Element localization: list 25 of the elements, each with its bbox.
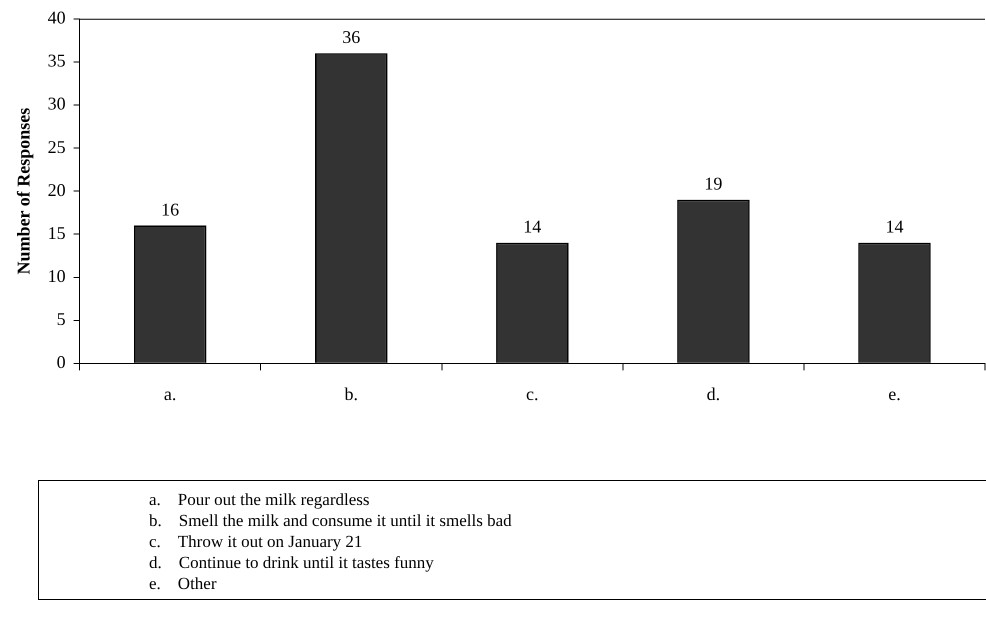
text: e. Other <box>149 573 218 594</box>
data-label: 16 <box>161 199 180 220</box>
x-tick-label: a. <box>164 384 176 404</box>
text: a. Pour out the milk regardless <box>149 489 370 510</box>
text: b. Smell the milk and consume it until it smells bad <box>149 510 513 531</box>
y-tick-label: 30 <box>48 94 66 114</box>
data-label: 14 <box>885 216 904 237</box>
x-tick-label: b. <box>344 384 358 404</box>
y-axis-title: Number of Responses <box>13 108 34 274</box>
x-tick-label: d. <box>706 384 720 404</box>
y-tick-label: 15 <box>48 222 66 243</box>
data-label: 36 <box>342 26 360 47</box>
x-tick-label: e. <box>888 384 901 404</box>
y-tick-label: 40 <box>48 8 66 28</box>
y-tick-label: 10 <box>48 266 66 286</box>
y-tick-label: 5 <box>56 309 66 330</box>
text: d. Continue to drink until it tastes funny <box>149 552 435 573</box>
y-tick-label: 25 <box>48 136 66 157</box>
data-label: 14 <box>523 216 542 237</box>
x-tick-label: c. <box>526 384 539 404</box>
data-label: 19 <box>704 173 722 194</box>
text: c. Throw it out on January 21 <box>149 531 364 552</box>
y-tick-label: 35 <box>48 50 66 71</box>
y-tick-label: 20 <box>48 180 66 200</box>
y-tick-label: 0 <box>56 352 66 372</box>
